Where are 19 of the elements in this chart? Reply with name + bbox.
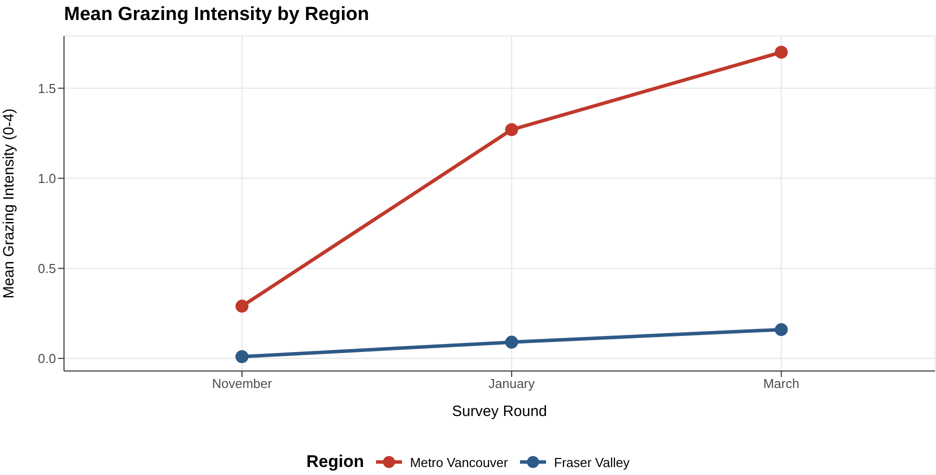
x-tick-label: January bbox=[488, 376, 536, 392]
x-axis-title: Survey Round bbox=[452, 403, 548, 420]
legend-label: Fraser Valley bbox=[554, 454, 630, 470]
point bbox=[774, 323, 788, 336]
y-tick-label: 1.0 bbox=[38, 170, 56, 186]
x-tick-label: November bbox=[212, 376, 273, 392]
legend-label: Metro Vancouver bbox=[410, 454, 508, 470]
point bbox=[235, 300, 248, 313]
y-tick-label: 0.5 bbox=[38, 260, 56, 276]
y-tick-label: 0.0 bbox=[38, 351, 56, 366]
point bbox=[505, 123, 518, 136]
y-tick-label: 1.5 bbox=[38, 80, 56, 96]
legend-title: Region bbox=[306, 452, 364, 472]
y-axis-title: Mean Grazing Intensity (0-4) bbox=[0, 108, 18, 299]
point bbox=[235, 350, 248, 364]
point bbox=[505, 336, 518, 349]
point bbox=[774, 46, 788, 59]
x-tick-label: March bbox=[763, 376, 800, 392]
chart-title: Mean Grazing Intensity by Region bbox=[64, 4, 370, 26]
